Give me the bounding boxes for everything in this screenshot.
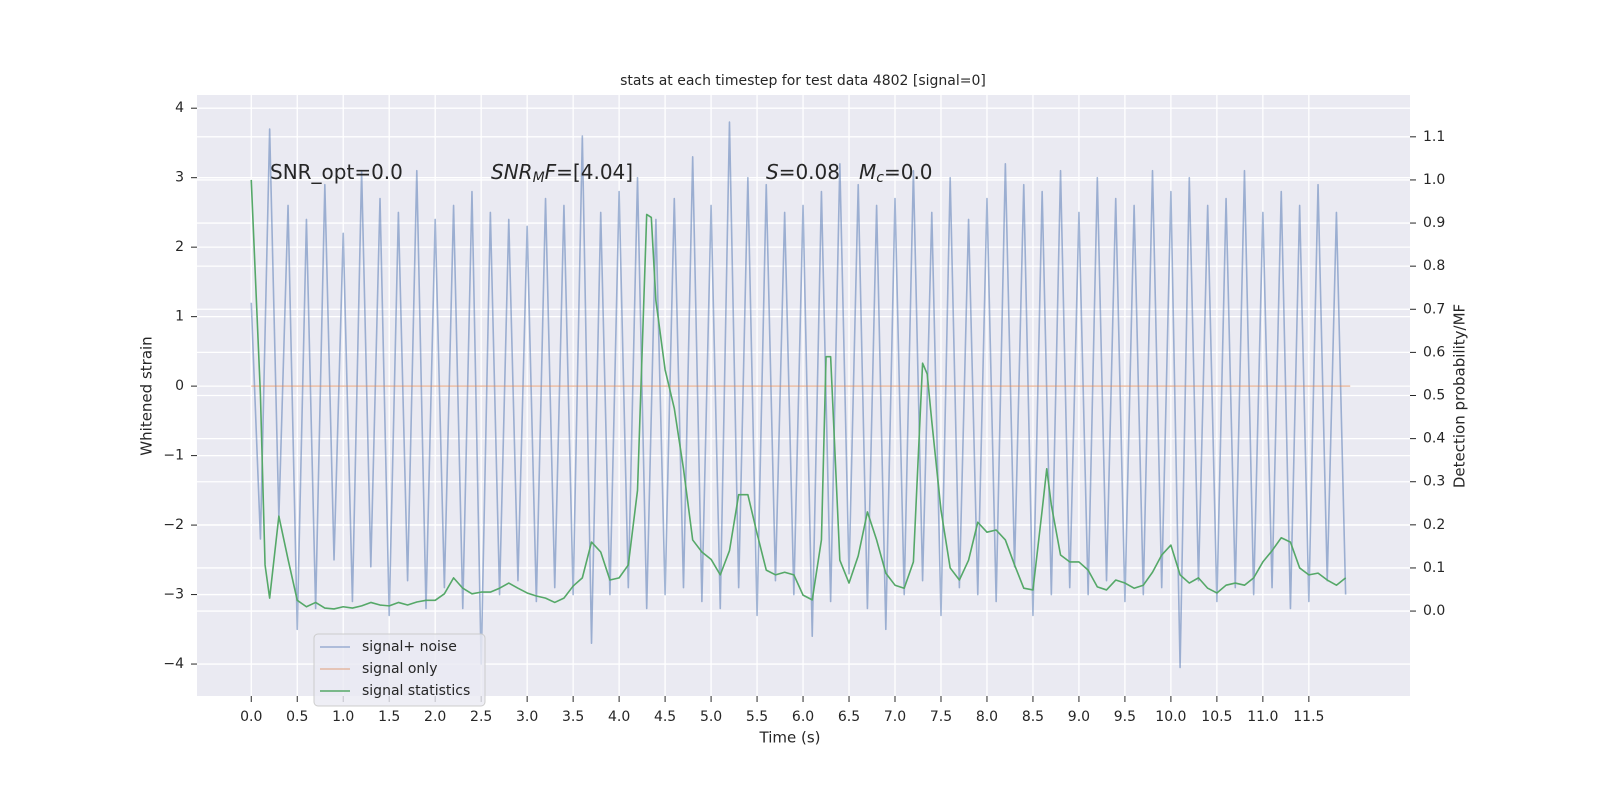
- y2-tick-label: 0.1: [1423, 560, 1445, 576]
- x-tick-label: 10.5: [1201, 709, 1232, 725]
- y2-tick-label: 0.5: [1423, 388, 1445, 404]
- x-tick-label: 6.0: [792, 709, 814, 725]
- x-tick-label: 8.5: [1022, 709, 1044, 725]
- x-tick-label: 4.5: [654, 709, 676, 725]
- x-tick-label: 11.0: [1247, 709, 1278, 725]
- chart-title: stats at each timestep for test data 480…: [620, 73, 986, 89]
- annotation-part: M: [533, 170, 545, 186]
- legend-box: [313, 633, 486, 707]
- annotation-part: F: [545, 160, 557, 184]
- y2-tick-label: 0.3: [1423, 474, 1445, 490]
- y-tick-label: 1: [175, 309, 184, 325]
- y2-tick-label: 0.8: [1423, 258, 1445, 274]
- y-tick-label: 0: [175, 378, 184, 394]
- x-tick-label: 7.5: [930, 709, 952, 725]
- x-tick-label: 5.5: [746, 709, 768, 725]
- x-tick-label: 9.0: [1068, 709, 1090, 725]
- y2-tick-label: 0.6: [1423, 344, 1445, 360]
- y2-tick-label: 1.0: [1423, 172, 1445, 188]
- annotation: S=0.08: [766, 160, 840, 184]
- annotation-part: =0.0: [884, 160, 933, 184]
- y2-tick-label: 0.0: [1423, 603, 1445, 619]
- annotation: Mc=0.0: [859, 160, 933, 187]
- annotation: SNRMF=[4.04]: [491, 160, 633, 187]
- y-tick-label: −1: [163, 448, 184, 464]
- annotations: SNR_opt=0.0 SNRMF=[4.04] S=0.08 Mc=0.0: [270, 160, 933, 187]
- x-tick-label: 7.0: [884, 709, 906, 725]
- y-tick-label: −2: [163, 517, 184, 533]
- legend-label: signal statistics: [362, 683, 470, 699]
- x-tick-label: 0.0: [240, 709, 262, 725]
- y2-tick-label: 0.2: [1423, 517, 1445, 533]
- x-tick-label: 8.0: [976, 709, 998, 725]
- x-tick-label: 6.5: [838, 709, 860, 725]
- annotation-part: M: [859, 160, 876, 184]
- y-tick-label: −4: [163, 656, 184, 672]
- x-tick-label: 11.5: [1293, 709, 1324, 725]
- legend-label: signal+ noise: [362, 639, 457, 655]
- legend-label: signal only: [362, 661, 437, 677]
- y-tick-label: 3: [175, 170, 184, 186]
- y2-tick-label: 0.7: [1423, 301, 1445, 317]
- y-tick-label: 4: [175, 100, 184, 116]
- x-tick-label: 0.5: [286, 709, 308, 725]
- x-tick-label: 4.0: [608, 709, 630, 725]
- annotation-part: =[4.04]: [556, 160, 633, 184]
- y-axis-label: Whitened strain: [138, 336, 156, 455]
- x-tick-label: 3.5: [562, 709, 584, 725]
- annotation-part: SNR: [491, 160, 533, 184]
- x-tick-label: 10.0: [1155, 709, 1186, 725]
- annotation-part: c: [876, 170, 884, 186]
- x-tick-label: 1.0: [332, 709, 354, 725]
- annotation-part: S: [766, 160, 779, 184]
- axes: 0.0 0.5 1.0 1.5 2.0 2.5 3.0 3.5 4.0 4.5 5.0 5.5 6.0 6…: [163, 100, 1445, 725]
- x-axis-label: Time (s): [759, 729, 821, 747]
- x-tick-label: 3.0: [516, 709, 538, 725]
- y2-axis-label: Detection probability/MF: [1451, 304, 1469, 488]
- x-tick-label: 2.0: [424, 709, 446, 725]
- y2-tick-label: 0.9: [1423, 215, 1445, 231]
- series-line: [250, 121, 1347, 669]
- annotation-part: =0.08: [779, 160, 840, 184]
- x-tick-label: 5.0: [700, 709, 722, 725]
- x-tick-label: 1.5: [378, 709, 400, 725]
- x-tick-label: 9.5: [1114, 709, 1136, 725]
- legend: signal+ noise signal only signal statistic…: [313, 633, 486, 707]
- x-tick-label: 2.5: [470, 709, 492, 725]
- y2-tick-label: 0.4: [1423, 431, 1445, 447]
- y2-tick-label: 1.1: [1423, 129, 1445, 145]
- y-tick-label: 2: [175, 239, 184, 255]
- marks: [250, 121, 1351, 669]
- series-line: [250, 179, 1347, 610]
- annotation: SNR_opt=0.0: [270, 160, 403, 184]
- y-tick-label: −3: [163, 587, 184, 603]
- annotation-part: SNR_opt=0.0: [270, 160, 403, 184]
